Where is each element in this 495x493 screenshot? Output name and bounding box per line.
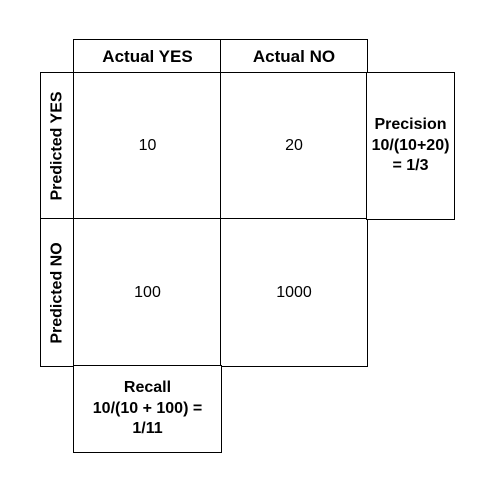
cell-true-positive-value: 10 — [138, 137, 157, 154]
header-actual-no: Actual NO — [220, 39, 368, 74]
recall-text: Recall 10/(10 + 100) = 1/11 — [93, 378, 202, 440]
recall-result: 1/11 — [132, 420, 163, 438]
recall-title: Recall — [123, 378, 172, 396]
precision-text: Precision 10/(10+20) = 1/3 — [372, 115, 450, 177]
header-predicted-no: Predicted NO — [40, 218, 75, 367]
header-actual-no-label: Actual NO — [252, 46, 336, 66]
header-predicted-no-label: Predicted NO — [48, 241, 66, 344]
recall-box: Recall 10/(10 + 100) = 1/11 — [73, 365, 222, 453]
cell-false-positive: 20 — [220, 72, 368, 220]
precision-box: Precision 10/(10+20) = 1/3 — [366, 72, 455, 220]
precision-result: = 1/3 — [392, 157, 429, 175]
cell-true-negative-value: 1000 — [276, 283, 312, 301]
precision-title: Precision — [374, 115, 447, 133]
header-predicted-yes-label: Predicted YES — [48, 91, 66, 201]
recall-formula: 10/(10 + 100) = — [92, 399, 203, 417]
precision-formula: 10/(10+20) — [371, 136, 450, 154]
cell-true-positive: 10 — [73, 72, 222, 220]
cell-false-positive-value: 20 — [285, 137, 303, 154]
header-actual-yes-label: Actual YES — [102, 46, 193, 66]
cell-false-negative: 100 — [73, 218, 222, 367]
header-actual-yes: Actual YES — [73, 39, 222, 74]
cell-true-negative: 1000 — [220, 218, 368, 367]
cell-false-negative-value: 100 — [134, 283, 161, 301]
header-predicted-yes: Predicted YES — [40, 72, 75, 220]
